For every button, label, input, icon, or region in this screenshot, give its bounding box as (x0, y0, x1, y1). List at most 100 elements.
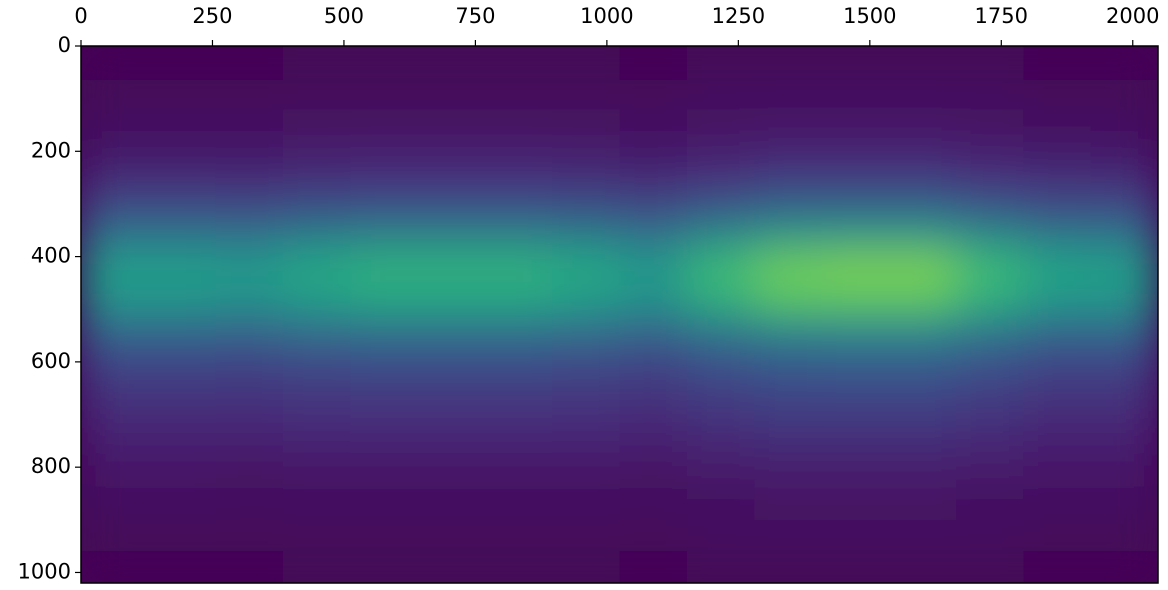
heat-cell (956, 113, 1024, 148)
heat-cell (619, 46, 688, 81)
heat-cell (350, 248, 419, 283)
heat-cell (619, 551, 688, 583)
heat-cell (215, 180, 284, 215)
y-tick-label: 0 (58, 33, 71, 57)
heat-cell (754, 113, 822, 148)
heat-cell (619, 315, 688, 350)
heat-cell (956, 551, 1024, 583)
heat-cell (484, 315, 553, 350)
heat-cell (417, 180, 486, 215)
heat-cell (1090, 214, 1158, 249)
heat-cell (282, 551, 351, 583)
heat-cell (821, 180, 890, 215)
heat-cell (821, 46, 890, 81)
heat-cell (552, 315, 620, 350)
heat-cell (484, 248, 553, 283)
heat-cell (552, 382, 620, 418)
heat-cell (350, 113, 419, 148)
heat-cell (215, 46, 284, 81)
heat-cell (956, 315, 1024, 350)
heat-cell (888, 281, 957, 317)
heat-cell (350, 46, 419, 81)
heat-cell (81, 281, 149, 317)
heat-cell (888, 46, 957, 81)
heat-cell (1023, 214, 1092, 249)
axes-frame (80, 45, 1159, 584)
heat-cell (81, 484, 149, 519)
heat-cell (282, 79, 351, 114)
heat-cell (81, 248, 149, 283)
heat-cell (686, 214, 755, 249)
heat-cell (417, 484, 486, 519)
heat-cell (686, 517, 755, 552)
heat-cell (1023, 517, 1092, 552)
heat-cell (484, 416, 553, 451)
heat-cell (821, 113, 890, 148)
heat-cell (484, 382, 553, 418)
heat-cell (1090, 180, 1158, 215)
heat-cell (1090, 147, 1158, 182)
x-tick-label: 1500 (843, 4, 896, 28)
heat-cell (282, 147, 351, 182)
heat-cell (350, 79, 419, 114)
x-tick-label: 1750 (975, 4, 1028, 28)
heat-cell (484, 517, 553, 552)
heat-cell (81, 551, 149, 583)
heat-cell (282, 416, 351, 451)
heat-cell (821, 214, 890, 249)
heat-cell (1090, 416, 1158, 451)
heat-cell (956, 450, 1024, 485)
heat-cell (1090, 382, 1158, 418)
heat-cell (148, 551, 217, 583)
heat-cell (148, 180, 217, 215)
heat-cell (350, 214, 419, 249)
heat-cell (215, 248, 284, 283)
heat-cell (956, 79, 1024, 114)
heat-cell (619, 248, 688, 283)
heat-cell (417, 46, 486, 81)
heat-cell (686, 382, 755, 418)
heat-cell (754, 281, 822, 317)
heat-cell (350, 484, 419, 519)
heat-cell (1090, 248, 1158, 283)
heat-cell (1090, 46, 1158, 81)
heat-cell (552, 214, 620, 249)
heat-cell (282, 382, 351, 418)
heat-cell (81, 214, 149, 249)
heat-cell (417, 551, 486, 583)
heat-cell (215, 281, 284, 317)
heat-cell (619, 416, 688, 451)
heat-cell (148, 113, 217, 148)
x-tick-label: 500 (324, 4, 364, 28)
heat-cell (956, 281, 1024, 317)
heat-cell (81, 416, 149, 451)
heat-cell (821, 248, 890, 283)
heat-cell (821, 147, 890, 182)
heat-cell (686, 248, 755, 283)
plot-area (81, 46, 1158, 583)
heat-cell (686, 315, 755, 350)
heat-cell (956, 248, 1024, 283)
heat-cell (417, 79, 486, 114)
heat-cell (619, 147, 688, 182)
heat-cell (686, 281, 755, 317)
heat-cell (686, 484, 755, 519)
heat-cell (552, 147, 620, 182)
heat-cell (215, 113, 284, 148)
heat-cell (215, 484, 284, 519)
heat-cell (1090, 349, 1158, 384)
heat-cell (686, 79, 755, 114)
heat-cell (148, 382, 217, 418)
heat-cell (1090, 551, 1158, 583)
heat-cell (148, 450, 217, 485)
heat-cell (484, 349, 553, 384)
heat-cell (484, 450, 553, 485)
heat-cell (350, 147, 419, 182)
heat-cell (81, 349, 149, 384)
y-tick-label: 400 (31, 244, 71, 268)
heat-cell (417, 416, 486, 451)
heat-cell (754, 248, 822, 283)
heat-cell (282, 315, 351, 350)
heat-cell (552, 416, 620, 451)
